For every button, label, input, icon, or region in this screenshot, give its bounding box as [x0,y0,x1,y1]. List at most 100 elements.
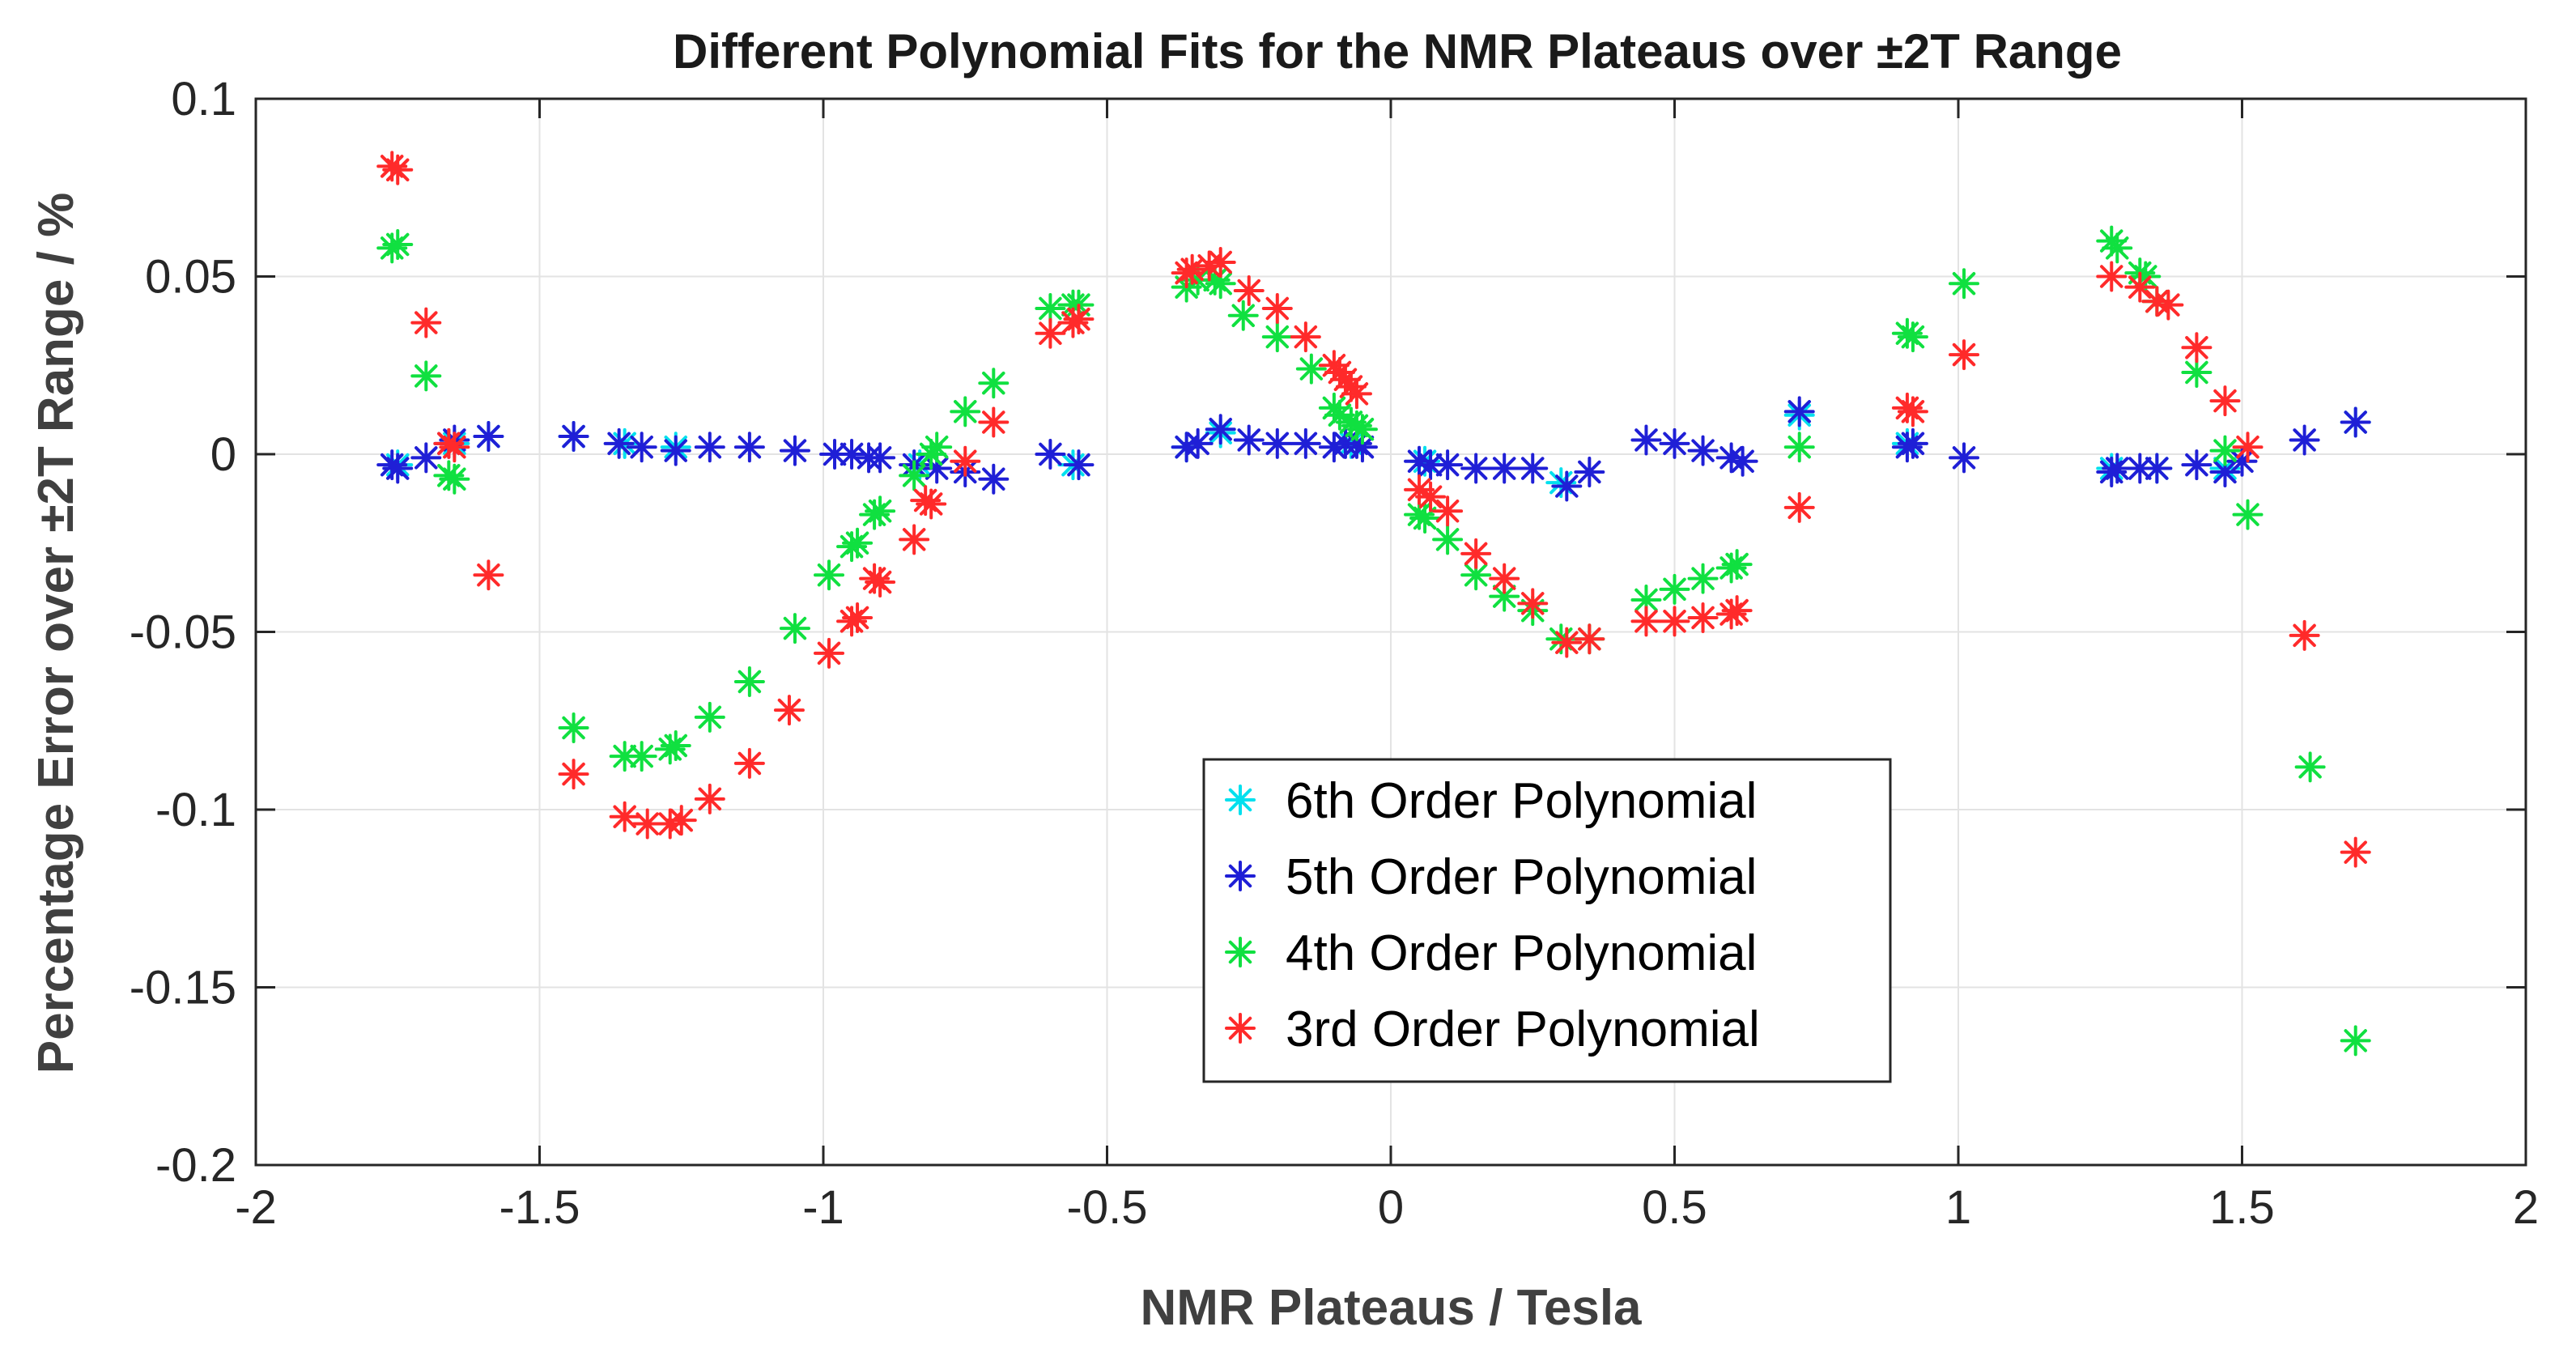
data-point [1261,321,1293,353]
data-point [1517,453,1549,484]
x-tick-label: -0.5 [1067,1181,1148,1234]
data-point [410,360,442,392]
data-point [2209,385,2241,417]
data-point [382,453,414,484]
data-point [1205,414,1236,445]
data-points [376,151,2371,1057]
data-point [2289,424,2320,456]
data-point [1415,481,1447,512]
data-point [439,432,470,463]
data-point [1489,453,1520,484]
data-point [694,701,725,733]
data-point [1687,435,1719,466]
y-tick-label: 0.1 [171,73,236,125]
data-point [626,432,657,463]
data-point [733,432,765,463]
data-point [439,463,470,495]
data-point [978,368,1010,399]
data-point [382,228,414,260]
data-point [382,154,414,185]
data-point [2153,289,2184,321]
data-point [473,421,504,453]
data-point [665,805,697,836]
data-point [654,808,686,840]
data-point [694,783,725,814]
data-point [1551,627,1583,658]
data-point [1233,275,1265,307]
data-point [779,435,810,466]
x-tick-label: 0 [1378,1181,1404,1234]
data-point [1182,427,1214,459]
x-tick-label: -1.5 [499,1181,580,1234]
y-axis-label: Percentage Error over ±2T Range / % [28,193,84,1074]
data-point [1551,470,1583,502]
data-point [1290,427,1321,459]
data-point [2294,751,2326,783]
data-point [1897,427,1928,459]
data-point [842,602,874,633]
data-point [1295,353,1327,385]
data-point [916,439,947,470]
data-point [1035,317,1066,349]
legend-box [1202,758,1892,1083]
data-point [899,524,930,555]
data-point [1489,563,1520,594]
data-point [2181,449,2213,481]
data-point [1897,396,1928,427]
data-point [558,759,589,790]
data-point [2289,619,2320,651]
data-point [1035,293,1066,325]
data-point [842,527,874,559]
legend-label: 5th Order Polynomial [1286,849,1757,905]
data-point [1432,524,1464,555]
data-point [1574,456,1605,487]
data-point [779,613,810,644]
legend-marker [1225,861,1256,891]
data-point [978,406,1010,438]
data-point [626,741,657,772]
data-point [733,747,765,779]
data-point [660,435,691,466]
data-point [660,729,691,761]
data-point [603,427,635,459]
legend-label: 4th Order Polynomial [1286,925,1757,981]
data-point [865,495,896,527]
data-point [558,712,589,744]
data-point [1063,304,1095,335]
data-point [2340,1025,2371,1057]
data-point [410,307,442,338]
data-point [1659,573,1690,605]
y-axis-ticks: -0.2 -0.15 -0.1 -0.05 0 0.05 0.1 [130,73,2526,1192]
data-point [1063,449,1095,481]
data-point [1574,623,1605,655]
y-tick-label: 0.05 [145,251,236,304]
x-tick-label: 1 [1945,1181,1971,1234]
data-point [1489,580,1520,612]
data-point [950,396,981,427]
data-point [410,442,442,474]
data-point [814,637,845,669]
series-1 [382,399,2371,499]
data-point [1432,495,1464,527]
data-point [694,432,725,463]
chart-title: Different Polynomial Fits for the NMR Pl… [673,24,2122,79]
data-point [1783,491,1815,523]
x-tick-label: 0.5 [1642,1181,1707,1234]
data-point [1783,432,1815,463]
data-point [2209,435,2241,466]
data-point [1233,424,1265,456]
data-point [1460,538,1492,569]
data-point [1409,503,1441,534]
data-point [1261,293,1293,325]
data-point [1346,414,1378,445]
y-tick-label: -0.1 [155,784,236,836]
data-point [1687,563,1719,594]
data-point [1687,602,1719,633]
x-tick-label: 2 [2513,1181,2539,1234]
data-point [2232,499,2264,530]
series-4 [376,151,2371,868]
data-point [1949,268,1980,300]
legend-marker [1225,785,1256,815]
data-point [1949,442,1980,474]
data-point [859,563,891,594]
